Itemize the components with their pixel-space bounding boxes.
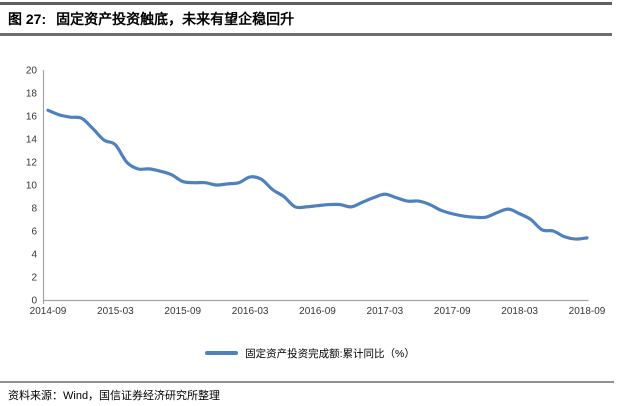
y-tick-label: 6	[31, 227, 37, 238]
x-tick-label: 2016-09	[299, 306, 336, 317]
y-tick-label: 0	[31, 296, 37, 307]
series-line	[46, 108, 589, 241]
y-tick-label: 10	[26, 181, 38, 192]
y-tick-label: 14	[26, 135, 38, 146]
legend-series-label: 固定资产投资完成额:累计同比（%）	[245, 347, 415, 360]
y-tick-label: 18	[26, 89, 38, 100]
x-tick-label: 2014-09	[30, 306, 67, 317]
x-tick-label: 2015-09	[164, 306, 201, 317]
figure-label: 图 27:	[8, 11, 47, 27]
y-tick-label: 16	[26, 112, 38, 123]
y-tick-label: 8	[31, 204, 37, 215]
y-tick-label: 4	[31, 250, 37, 261]
x-tick-label: 2017-03	[367, 306, 404, 317]
x-tick-label: 2018-09	[569, 306, 606, 317]
y-tick-label: 12	[26, 158, 38, 169]
figure-title-row: 图 27: 固定资产投资触底，未来有望企稳回升	[8, 9, 612, 29]
legend-line-marker	[205, 351, 239, 355]
x-tick-label: 2016-03	[232, 306, 269, 317]
y-tick-label: 20	[26, 66, 38, 77]
x-tick-label: 2015-03	[97, 306, 134, 317]
x-tick-label: 2018-03	[501, 306, 538, 317]
figure-title: 固定资产投资触底，未来有望企稳回升	[56, 11, 295, 27]
footer-divider	[0, 381, 614, 383]
top-divider	[0, 2, 612, 5]
legend: 固定资产投资完成额:累计同比（%）	[0, 345, 620, 361]
source-note: 资料来源：Wind，国信证券经济研究所整理	[8, 390, 221, 402]
y-tick-label: 2	[31, 273, 37, 284]
x-tick-label: 2017-09	[434, 306, 471, 317]
header-divider	[0, 33, 612, 36]
